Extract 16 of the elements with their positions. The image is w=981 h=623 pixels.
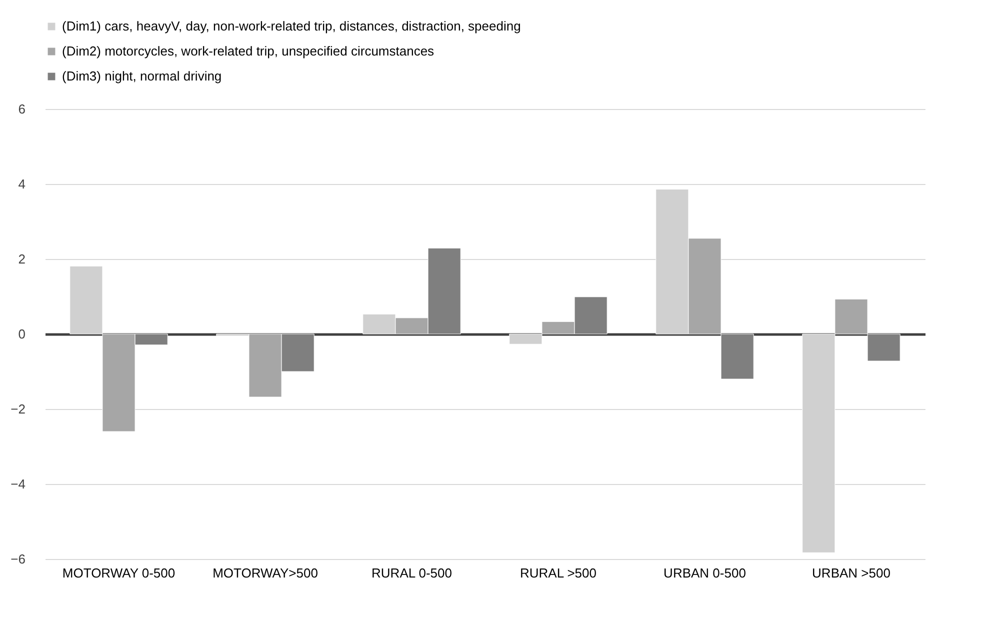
legend-label: (Dim2) motorcycles, work-related trip, unspecified circumstances: [62, 44, 435, 58]
y-tick-label: 4: [18, 176, 26, 192]
x-tick-label: MOTORWAY>500: [212, 566, 318, 580]
y-tick-label: 2: [18, 252, 26, 266]
x-tick-label: URBAN >500: [812, 566, 890, 580]
x-tick-label: URBAN 0-500: [664, 566, 746, 580]
y-tick-label: −4: [10, 476, 26, 492]
y-tick-label: −6: [10, 552, 26, 566]
x-tick-label: RURAL 0-500: [372, 566, 452, 580]
y-tick-label: 6: [18, 102, 26, 116]
y-tick-label: −2: [10, 402, 26, 416]
x-tick-label: RURAL >500: [520, 566, 596, 580]
legend-label: (Dim1) cars, heavyV, day, non-work-related trip, distances, distraction, speeding: [62, 18, 521, 34]
x-tick-label: MOTORWAY 0-500: [62, 566, 176, 580]
legend-label: (Dim3) night, normal driving: [62, 68, 222, 84]
y-tick-label: 0: [18, 326, 26, 342]
